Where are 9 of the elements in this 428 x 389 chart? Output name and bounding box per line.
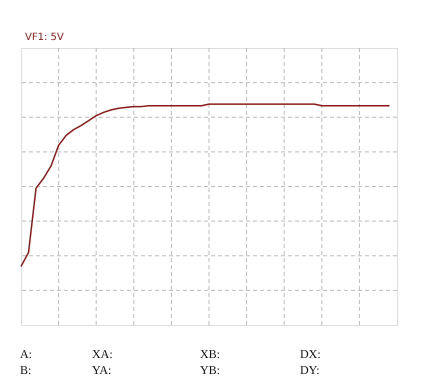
text: YA: bbox=[92, 363, 112, 377]
chart-title: VF1: 5V bbox=[25, 32, 64, 43]
text: DY: bbox=[300, 363, 320, 377]
text: XA: bbox=[92, 347, 113, 361]
text: XB: bbox=[200, 347, 220, 361]
text: A: bbox=[20, 347, 32, 361]
text: YB: bbox=[200, 363, 220, 377]
text: DX: bbox=[300, 347, 321, 361]
text: B: bbox=[20, 363, 32, 377]
